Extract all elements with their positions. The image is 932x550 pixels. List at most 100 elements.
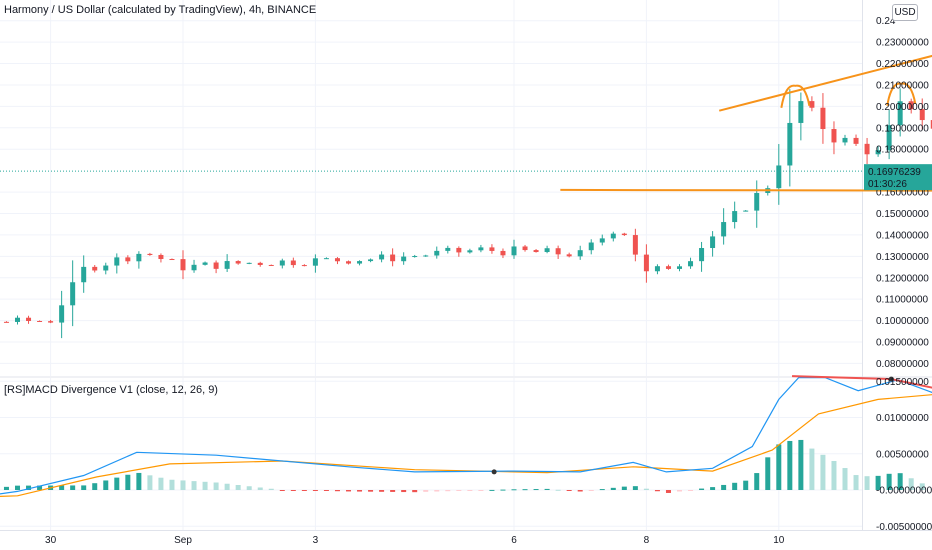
candle-body <box>368 259 374 262</box>
candle-body <box>423 255 429 257</box>
peak-arc-drawing <box>780 84 811 108</box>
time-tick-label: 3 <box>313 535 319 546</box>
histogram-bar <box>511 489 517 491</box>
candle-body <box>489 247 495 251</box>
candle-body <box>478 247 484 251</box>
candle-body <box>334 258 340 262</box>
histogram-bar <box>213 482 219 490</box>
candle-body <box>677 266 682 269</box>
histogram-bar <box>632 486 638 490</box>
histogram-bar <box>368 490 374 492</box>
candle-body <box>180 259 186 271</box>
histogram-bar <box>191 481 197 490</box>
histogram-bar <box>3 486 9 490</box>
candle-body <box>390 254 396 262</box>
histogram-bar <box>897 473 903 490</box>
histogram-bar <box>621 486 627 490</box>
histogram-bar <box>445 490 451 492</box>
histogram-bar <box>577 490 583 492</box>
histogram-bar <box>136 472 142 490</box>
price-tick-label: 0.09000000 <box>876 338 929 349</box>
candle-body <box>919 109 925 121</box>
histogram-bar <box>81 485 87 490</box>
histogram-bar <box>37 485 43 490</box>
candle-body <box>555 248 561 255</box>
candle-body <box>511 246 517 256</box>
histogram-bar <box>765 457 771 490</box>
histogram-bar <box>798 439 804 490</box>
peak-arc-drawing <box>886 82 917 106</box>
histogram-bar <box>500 489 506 491</box>
candle-body <box>346 261 351 264</box>
price-tick-label: 0.22000000 <box>876 59 929 70</box>
candle-body <box>588 242 594 251</box>
candle-body <box>798 101 804 123</box>
time-tick-label: 6 <box>511 535 517 546</box>
histogram-bar <box>677 490 682 492</box>
candle-body <box>125 257 131 262</box>
histogram-bar <box>522 489 528 491</box>
candle-body <box>224 261 230 269</box>
histogram-bar <box>290 490 296 491</box>
histogram-bar <box>710 487 716 490</box>
candle-body <box>37 320 43 322</box>
price-tick-label: 0.19000000 <box>876 123 929 134</box>
last-price-badge <box>864 164 932 191</box>
histogram-bar <box>334 490 340 492</box>
candle-body <box>70 282 76 306</box>
histogram-bar <box>820 454 826 490</box>
candle-body <box>246 262 252 264</box>
price-tick-label: 0.10000000 <box>876 316 929 327</box>
divergence-line-macd <box>792 375 892 381</box>
histogram-bar <box>268 488 274 490</box>
histogram-bar <box>125 474 131 490</box>
histogram-bar <box>588 490 594 491</box>
divergence-dot <box>888 376 894 382</box>
candle-body <box>721 222 727 237</box>
candle-body <box>357 261 363 264</box>
candle-body <box>445 247 451 251</box>
trend-drawing <box>718 54 932 112</box>
chart-title: Harmony / US Dollar (calculated by Tradi… <box>4 4 317 16</box>
candle-body <box>48 321 54 323</box>
histogram-bar <box>533 489 539 491</box>
candle-body <box>257 262 263 265</box>
candle-body <box>522 246 528 251</box>
candle-body <box>787 122 793 166</box>
time-tick-label: 8 <box>644 535 650 546</box>
candle-body <box>169 259 175 261</box>
price-tick-label: 0.13000000 <box>876 252 929 263</box>
currency-button[interactable]: USD <box>892 4 918 21</box>
price-tick-label: 0.21000000 <box>876 80 929 91</box>
candle-body <box>158 254 164 260</box>
histogram-bar <box>312 490 318 491</box>
candle-body <box>401 256 407 262</box>
histogram-bar <box>26 485 32 490</box>
histogram-bar <box>401 490 407 493</box>
candle-body <box>279 260 285 266</box>
candle-body <box>323 258 329 260</box>
candle-body <box>875 150 881 155</box>
candle-body <box>577 250 583 257</box>
divergence-dot <box>491 469 497 475</box>
macd-tick-label: 0.01500000 <box>876 377 929 388</box>
price-tick-label: 0.08000000 <box>876 359 929 370</box>
histogram-bar <box>114 477 120 490</box>
histogram-bar <box>202 481 208 490</box>
histogram-bar <box>699 488 705 490</box>
candle-body <box>92 266 98 271</box>
candle-body <box>566 254 572 257</box>
histogram-bar <box>721 484 727 490</box>
histogram-bar <box>390 490 396 492</box>
histogram-bar <box>434 490 440 492</box>
histogram-bar <box>610 487 616 490</box>
candle-body <box>610 233 616 239</box>
histogram-bar <box>478 490 484 491</box>
candle-body <box>147 253 153 255</box>
candle-body <box>688 261 694 267</box>
bar-countdown: 01:30:26 <box>868 179 907 190</box>
chart-grid <box>0 0 932 531</box>
histogram-bar <box>831 460 837 490</box>
candle-body <box>886 125 892 151</box>
